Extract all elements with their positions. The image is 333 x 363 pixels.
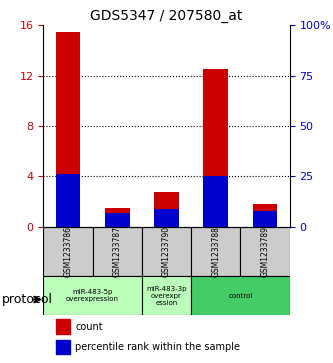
Bar: [105, 208, 130, 227]
Text: miR-483-5p
overexpression: miR-483-5p overexpression: [66, 289, 119, 302]
Text: count: count: [75, 322, 103, 332]
Bar: [56, 319, 70, 334]
Text: GSM1233790: GSM1233790: [162, 226, 171, 277]
Text: GSM1233789: GSM1233789: [260, 226, 270, 277]
Text: GSM1233787: GSM1233787: [113, 226, 122, 277]
Text: protocol: protocol: [2, 293, 53, 306]
FancyBboxPatch shape: [43, 227, 93, 276]
FancyBboxPatch shape: [43, 276, 142, 315]
Text: GSM1233786: GSM1233786: [63, 226, 73, 277]
Bar: [253, 211, 277, 227]
Text: GSM1233788: GSM1233788: [211, 226, 220, 277]
Bar: [105, 213, 130, 227]
Bar: [56, 32, 80, 227]
FancyBboxPatch shape: [93, 227, 142, 276]
Bar: [56, 340, 70, 354]
Text: control: control: [228, 293, 253, 299]
Bar: [203, 176, 228, 227]
FancyBboxPatch shape: [191, 276, 290, 315]
Bar: [203, 69, 228, 227]
Bar: [253, 204, 277, 227]
Bar: [154, 209, 179, 227]
Text: miR-483-3p
overexpr
ession: miR-483-3p overexpr ession: [146, 286, 187, 306]
FancyBboxPatch shape: [191, 227, 240, 276]
Title: GDS5347 / 207580_at: GDS5347 / 207580_at: [90, 9, 243, 23]
Text: percentile rank within the sample: percentile rank within the sample: [75, 342, 240, 352]
Bar: [154, 192, 179, 227]
FancyBboxPatch shape: [142, 276, 191, 315]
Bar: [56, 175, 80, 227]
FancyBboxPatch shape: [142, 227, 191, 276]
FancyBboxPatch shape: [240, 227, 290, 276]
